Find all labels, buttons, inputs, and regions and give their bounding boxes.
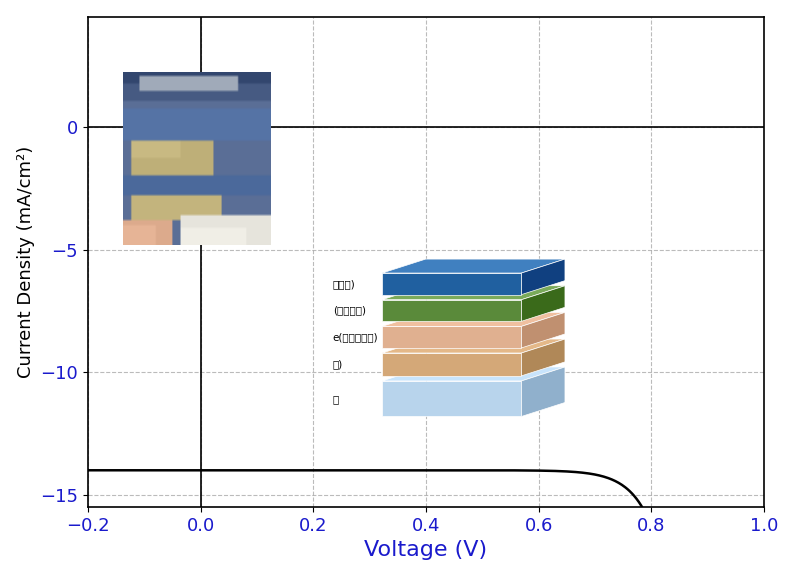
Text: 극): 극) <box>333 359 343 369</box>
Text: (광활성층): (광활성층) <box>333 305 366 316</box>
Polygon shape <box>522 367 565 417</box>
Polygon shape <box>382 339 565 353</box>
Polygon shape <box>382 299 522 321</box>
Polygon shape <box>382 381 522 417</box>
Text: e(전자수송층): e(전자수송층) <box>333 332 378 342</box>
Polygon shape <box>522 286 565 321</box>
X-axis label: Voltage (V): Voltage (V) <box>364 540 487 560</box>
Polygon shape <box>382 259 565 273</box>
Text: 수송층): 수송층) <box>333 279 355 289</box>
Polygon shape <box>382 367 565 381</box>
Polygon shape <box>382 353 522 376</box>
Y-axis label: Current Density (mA/cm²): Current Density (mA/cm²) <box>17 146 35 378</box>
Polygon shape <box>522 339 565 376</box>
Polygon shape <box>382 327 522 348</box>
Polygon shape <box>382 286 565 299</box>
Polygon shape <box>382 273 522 295</box>
Polygon shape <box>522 312 565 348</box>
Text: 판: 판 <box>333 394 339 404</box>
Polygon shape <box>382 312 565 327</box>
Polygon shape <box>522 259 565 295</box>
